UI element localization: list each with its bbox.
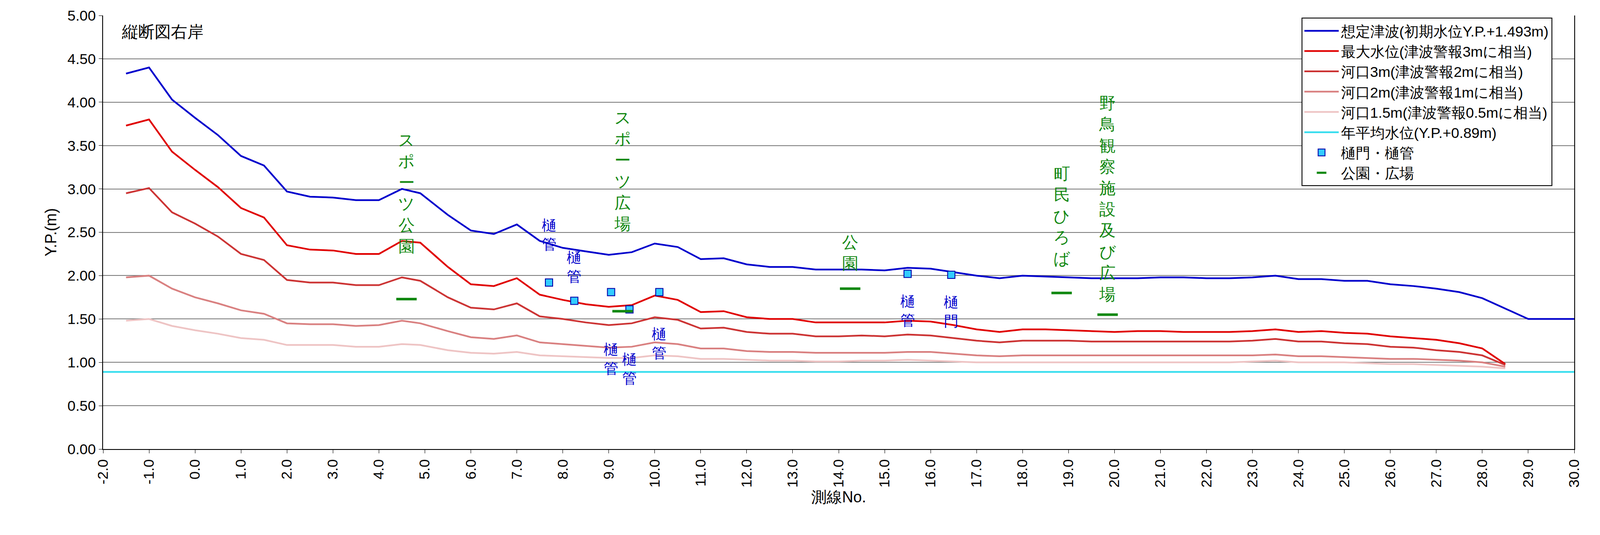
svg-text:想定津波(初期水位Y.P.+1.493m): 想定津波(初期水位Y.P.+1.493m) <box>1340 23 1549 40</box>
svg-text:スポーツ公園: スポーツ公園 <box>398 130 415 256</box>
svg-text:11.0: 11.0 <box>692 459 709 487</box>
svg-text:町民ひろば: 町民ひろば <box>1053 164 1071 268</box>
svg-text:16.0: 16.0 <box>921 459 939 488</box>
svg-text:年平均水位(Y.P.+0.89m): 年平均水位(Y.P.+0.89m) <box>1341 124 1497 141</box>
svg-text:樋門: 樋門 <box>943 293 959 329</box>
svg-text:1.0: 1.0 <box>232 459 249 480</box>
svg-text:3.00: 3.00 <box>67 180 96 198</box>
svg-text:樋管: 樋管 <box>900 292 916 329</box>
svg-text:-2.0: -2.0 <box>94 459 111 485</box>
svg-text:最大水位(津波警報3mに相当): 最大水位(津波警報3mに相当) <box>1341 43 1533 60</box>
svg-text:-1.0: -1.0 <box>140 459 157 485</box>
svg-text:0.0: 0.0 <box>186 459 203 480</box>
svg-text:1.00: 1.00 <box>67 353 96 371</box>
svg-text:公園・広場: 公園・広場 <box>1341 164 1415 182</box>
svg-text:6.0: 6.0 <box>462 459 479 480</box>
svg-text:公園: 公園 <box>842 233 859 273</box>
svg-text:3.50: 3.50 <box>67 137 96 154</box>
svg-text:7.0: 7.0 <box>508 459 525 480</box>
svg-text:18.0: 18.0 <box>1013 459 1031 488</box>
svg-text:0.00: 0.00 <box>67 440 96 457</box>
svg-text:4.00: 4.00 <box>67 94 96 111</box>
svg-text:21.0: 21.0 <box>1151 459 1169 488</box>
svg-text:28.0: 28.0 <box>1473 459 1491 488</box>
svg-text:15.0: 15.0 <box>876 459 893 488</box>
svg-text:20.0: 20.0 <box>1105 459 1123 488</box>
svg-text:0.50: 0.50 <box>67 397 96 414</box>
svg-text:樋管: 樋管 <box>603 340 619 377</box>
svg-text:2.00: 2.00 <box>67 267 96 284</box>
svg-text:27.0: 27.0 <box>1427 459 1445 488</box>
svg-text:13.0: 13.0 <box>784 459 801 488</box>
svg-text:Y.P.(m): Y.P.(m) <box>42 207 60 257</box>
svg-text:30.0: 30.0 <box>1565 459 1582 488</box>
svg-text:24.0: 24.0 <box>1289 459 1307 488</box>
svg-text:2.0: 2.0 <box>278 459 295 480</box>
svg-text:樋管: 樋管 <box>566 249 582 285</box>
svg-text:2.50: 2.50 <box>67 223 96 241</box>
svg-text:5.0: 5.0 <box>416 459 433 480</box>
svg-text:26.0: 26.0 <box>1381 459 1399 488</box>
svg-text:河口2m(津波警報1mに相当): 河口2m(津波警報1mに相当) <box>1341 84 1524 101</box>
svg-text:14.0: 14.0 <box>830 459 847 488</box>
svg-text:1.50: 1.50 <box>67 310 96 327</box>
svg-text:17.0: 17.0 <box>967 459 985 488</box>
svg-text:測線No.: 測線No. <box>811 487 867 506</box>
svg-text:8.0: 8.0 <box>554 459 571 480</box>
svg-text:5.00: 5.00 <box>67 7 96 24</box>
svg-text:樋門・樋管: 樋門・樋管 <box>1341 144 1415 162</box>
svg-text:9.0: 9.0 <box>600 459 617 480</box>
svg-text:25.0: 25.0 <box>1335 459 1353 488</box>
svg-text:29.0: 29.0 <box>1519 459 1537 488</box>
svg-text:4.0: 4.0 <box>370 459 387 480</box>
svg-text:22.0: 22.0 <box>1198 459 1215 488</box>
svg-text:樋管: 樋管 <box>541 216 557 253</box>
svg-text:野鳥観察施設及び広場: 野鳥観察施設及び広場 <box>1098 94 1117 304</box>
svg-text:樋管: 樋管 <box>622 350 637 387</box>
svg-text:樋管: 樋管 <box>651 325 667 361</box>
svg-text:スポーツ広場: スポーツ広場 <box>614 108 632 233</box>
svg-text:12.0: 12.0 <box>738 459 755 488</box>
svg-text:河口1.5m(津波警報0.5mに相当): 河口1.5m(津波警報0.5mに相当) <box>1341 104 1548 121</box>
svg-text:4.50: 4.50 <box>67 50 96 67</box>
svg-text:10.0: 10.0 <box>646 459 663 488</box>
svg-text:19.0: 19.0 <box>1059 459 1077 488</box>
svg-text:河口3m(津波警報2mに相当): 河口3m(津波警報2mに相当) <box>1341 63 1524 80</box>
svg-text:3.0: 3.0 <box>324 459 341 480</box>
svg-text:23.0: 23.0 <box>1244 459 1261 488</box>
svg-text:縦断図右岸: 縦断図右岸 <box>121 22 204 41</box>
